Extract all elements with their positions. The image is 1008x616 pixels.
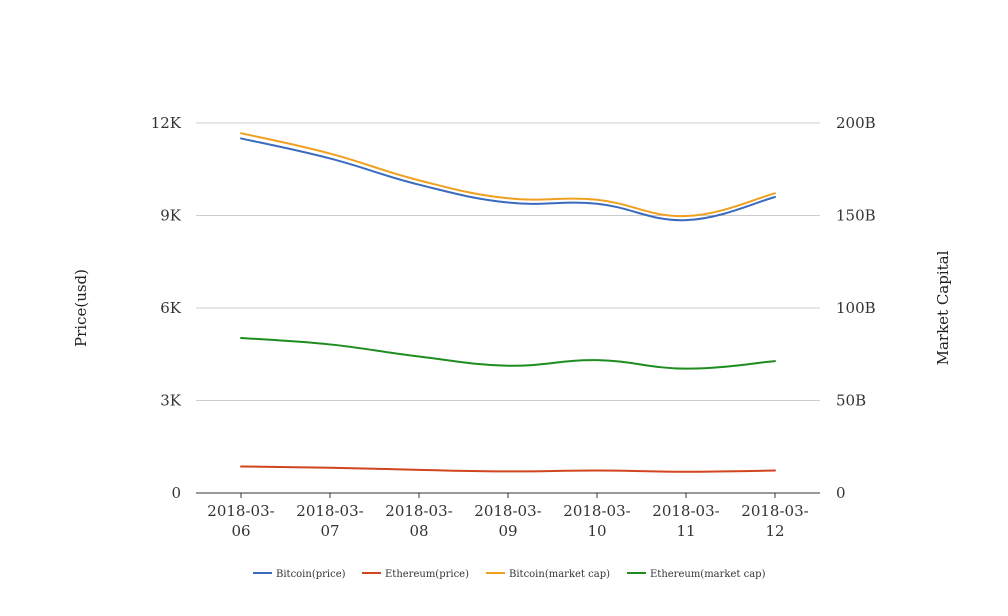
x-tick-label: 2018-03- 10 <box>563 502 630 540</box>
x-tick-label-line: 2018-03- <box>385 502 452 520</box>
x-tick-label: 2018-03- 06 <box>207 502 274 540</box>
y-axis-right: 0 50B 100B 150B 200B <box>836 114 876 502</box>
legend-item-ethereum-market-cap[interactable]: Ethereum(market cap) <box>627 569 766 580</box>
legend-label: Ethereum(market cap) <box>650 569 766 580</box>
x-tick-label-line: 2018-03- <box>563 502 630 520</box>
x-tick-label-line: 09 <box>498 522 517 540</box>
y-tick-label: 0 <box>171 484 181 502</box>
x-tick-label-line: 2018-03- <box>296 502 363 520</box>
y2-tick-label: 0 <box>836 484 846 502</box>
legend-item-bitcoin-market-cap[interactable]: Bitcoin(market cap) <box>486 569 610 580</box>
y-tick-label: 12K <box>151 114 182 132</box>
x-tick-label-line: 2018-03- <box>652 502 719 520</box>
x-tick-label-line: 10 <box>587 522 606 540</box>
x-tick-label-line: 07 <box>320 522 339 540</box>
x-tick-label-line: 2018-03- <box>474 502 541 520</box>
legend: Bitcoin(price) Ethereum(price) Bitcoin(mar… <box>253 569 766 580</box>
x-tick-label: 2018-03- 09 <box>474 502 541 540</box>
x-tick-label: 2018-03- 08 <box>385 502 452 540</box>
y2-axis-title: Market Capital <box>934 250 952 365</box>
x-tick-label: 2018-03- 12 <box>741 502 808 540</box>
series-line-ethereum-price <box>240 465 776 473</box>
series-line-ethereum-market-cap <box>240 336 776 370</box>
series-line-bitcoin-market-cap <box>240 132 776 218</box>
y-tick-label: 9K <box>160 207 182 225</box>
x-tick-label-line: 11 <box>676 522 695 540</box>
legend-label: Ethereum(price) <box>385 569 469 580</box>
legend-item-ethereum-price[interactable]: Ethereum(price) <box>362 569 469 580</box>
y2-tick-label: 150B <box>836 207 876 225</box>
legend-item-bitcoin-price[interactable]: Bitcoin(price) <box>253 569 346 580</box>
series-line-bitcoin-price <box>240 137 776 222</box>
y-axis-title: Price(usd) <box>72 269 90 347</box>
y-tick-label: 3K <box>160 392 182 410</box>
x-tick-label-line: 06 <box>231 522 250 540</box>
x-tick-label-line: 12 <box>765 522 784 540</box>
legend-label: Bitcoin(price) <box>276 569 346 580</box>
x-tick-label-line: 08 <box>409 522 428 540</box>
x-tick-label: 2018-03- 07 <box>296 502 363 540</box>
x-axis: 2018-03- 06 2018-03- 07 2018-03- 08 2018-03- 09… <box>207 493 809 540</box>
y2-tick-label: 200B <box>836 114 876 132</box>
y-tick-label: 6K <box>160 299 182 317</box>
x-tick-label-line: 2018-03- <box>741 502 808 520</box>
y2-tick-label: 100B <box>836 299 876 317</box>
grid-lines <box>196 122 820 494</box>
series-lines <box>240 132 776 473</box>
y2-tick-label: 50B <box>836 392 866 410</box>
legend-label: Bitcoin(market cap) <box>509 569 610 580</box>
y-axis-left: 0 3K 6K 9K 12K <box>151 114 182 502</box>
x-tick-label-line: 2018-03- <box>207 502 274 520</box>
x-tick-label: 2018-03- 11 <box>652 502 719 540</box>
